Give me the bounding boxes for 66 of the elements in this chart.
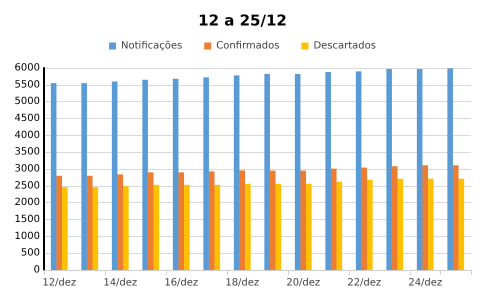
y-tick-label: 4500: [14, 113, 40, 124]
legend-label: Descartados: [313, 40, 376, 52]
bar: [208, 171, 215, 270]
bar: [452, 165, 459, 270]
x-tick-label: 22/dez: [347, 278, 382, 288]
x-tick-label: 16/dez: [164, 278, 198, 288]
bar: [172, 78, 178, 270]
bar: [234, 75, 240, 270]
x-tick-label: 18/dez: [225, 278, 260, 288]
legend-label: Confirmados: [216, 40, 280, 52]
bar: [367, 180, 373, 270]
bar: [276, 184, 282, 270]
bar: [294, 74, 300, 270]
bar: [392, 166, 398, 270]
bar: [416, 69, 422, 270]
bar: [306, 184, 312, 270]
y-tick-label: 1000: [14, 230, 40, 242]
y-tick-label: 1500: [14, 214, 40, 225]
bar: [325, 72, 331, 270]
y-tick-label: 2500: [14, 180, 40, 192]
bar: [142, 80, 148, 270]
bar: [81, 83, 87, 270]
y-tick-label: 2000: [14, 197, 40, 208]
bar: [300, 170, 306, 270]
bar: [56, 176, 62, 270]
y-tick-label: 5000: [14, 96, 40, 108]
y-tick-label: 5500: [14, 79, 40, 90]
bar: [356, 71, 362, 270]
bar: [422, 165, 428, 270]
bar: [239, 170, 246, 270]
y-tick-label: 0: [34, 264, 40, 276]
bar: [117, 174, 124, 270]
x-tick-label: 24/dez: [408, 278, 442, 288]
bar: [398, 178, 404, 270]
bar: [184, 184, 190, 270]
bar: [92, 187, 98, 270]
bar: [123, 186, 129, 270]
legend-label: Notificações: [121, 40, 182, 52]
bar: [214, 184, 220, 270]
y-tick-label: 3500: [14, 146, 40, 158]
bar: [458, 178, 464, 270]
bar: [62, 187, 68, 270]
bar: [86, 176, 93, 270]
bar: [178, 172, 184, 270]
bar: [264, 74, 270, 270]
y-tick-label: 3000: [14, 164, 40, 174]
bar: [386, 69, 392, 270]
bar: [270, 170, 276, 270]
x-tick-label: 20/dez: [286, 278, 320, 288]
bar: [112, 81, 118, 270]
y-tick-label: 6000: [14, 62, 40, 74]
bar: [336, 182, 342, 270]
y-tick-label: 500: [20, 248, 40, 259]
y-tick-label: 4000: [14, 130, 40, 141]
x-tick-label: 14/dez: [103, 278, 138, 288]
bar: [148, 172, 154, 270]
bar: [447, 68, 453, 270]
bar: [361, 168, 368, 270]
bar: [154, 184, 160, 270]
chart-title: 12 a 25/12: [198, 12, 287, 30]
bar: [50, 83, 56, 270]
x-tick-label: 12/dez: [42, 278, 76, 288]
bar: [203, 77, 209, 270]
bar: [428, 178, 434, 270]
bar: [245, 184, 251, 270]
bar: [330, 168, 337, 270]
